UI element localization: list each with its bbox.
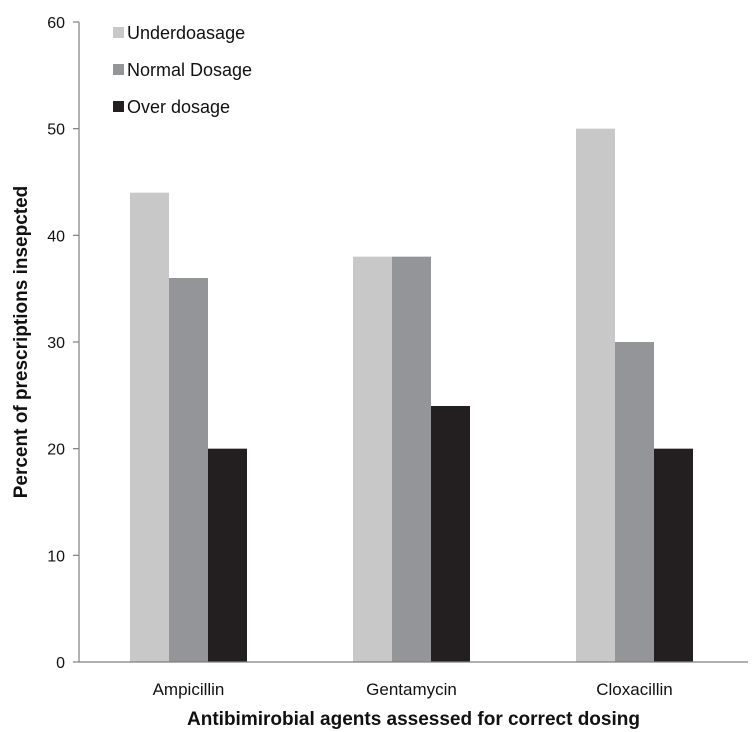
y-tick-label: 50 [47,122,65,139]
bar-gentamycin-underdoasage [353,256,392,662]
y-tick-label: 20 [47,442,65,459]
legend-swatch [113,101,124,112]
bar-cloxacillin-normal-dosage [615,342,654,662]
y-tick-label: 10 [47,548,65,565]
bars-group [130,128,693,662]
x-category-label: Cloxacillin [596,680,673,699]
y-axis-ticks: 0 10 20 30 40 50 60 [47,15,79,672]
legend-label: Underdoasage [127,23,245,43]
bar-gentamycin-normal-dosage [392,256,431,662]
legend-label: Over dosage [127,97,230,117]
legend-swatch [113,64,124,75]
x-category-label: Ampicillin [153,680,225,699]
bar-ampicillin-over-dosage [208,448,247,662]
x-category-label: Gentamycin [366,680,457,699]
axes [78,22,748,663]
legend-swatch [113,27,124,38]
y-tick-label: 40 [47,228,65,245]
y-tick-label: 60 [47,15,65,32]
bar-ampicillin-underdoasage [130,192,169,662]
bar-gentamycin-over-dosage [431,406,470,662]
y-tick-label: 0 [56,655,65,672]
bar-ampicillin-normal-dosage [169,278,208,662]
y-tick-label: 30 [47,335,65,352]
bar-cloxacillin-over-dosage [654,448,693,662]
x-axis-title: Antibimirobial agents assessed for corre… [187,709,640,730]
legend-label: Normal Dosage [127,60,252,80]
legend: Underdoasage Normal Dosage Over dosage [113,23,252,117]
y-axis-title: Percent of prescriptions insepcted [11,186,32,499]
bar-cloxacillin-underdoasage [576,128,615,662]
x-axis-category-labels: Ampicillin Gentamycin Cloxacillin [153,680,673,699]
